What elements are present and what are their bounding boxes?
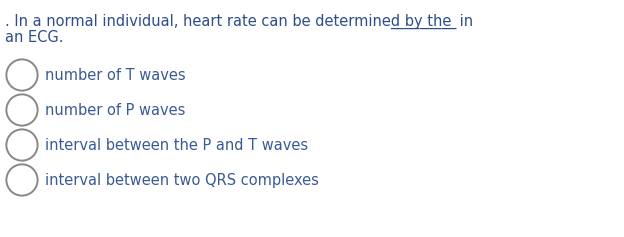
Text: an ECG.: an ECG. bbox=[5, 30, 64, 45]
Text: number of T waves: number of T waves bbox=[45, 68, 185, 83]
Text: interval between two QRS complexes: interval between two QRS complexes bbox=[45, 173, 319, 188]
Text: . In a normal individual, heart rate can be determined by the: . In a normal individual, heart rate can… bbox=[5, 14, 456, 29]
Point bbox=[17, 73, 27, 77]
Text: number of P waves: number of P waves bbox=[45, 103, 185, 118]
Text: in: in bbox=[455, 14, 473, 29]
Point bbox=[17, 143, 27, 147]
Point bbox=[17, 108, 27, 112]
Text: _________: _________ bbox=[390, 14, 456, 29]
Text: interval between the P and T waves: interval between the P and T waves bbox=[45, 138, 308, 153]
Point bbox=[17, 178, 27, 182]
